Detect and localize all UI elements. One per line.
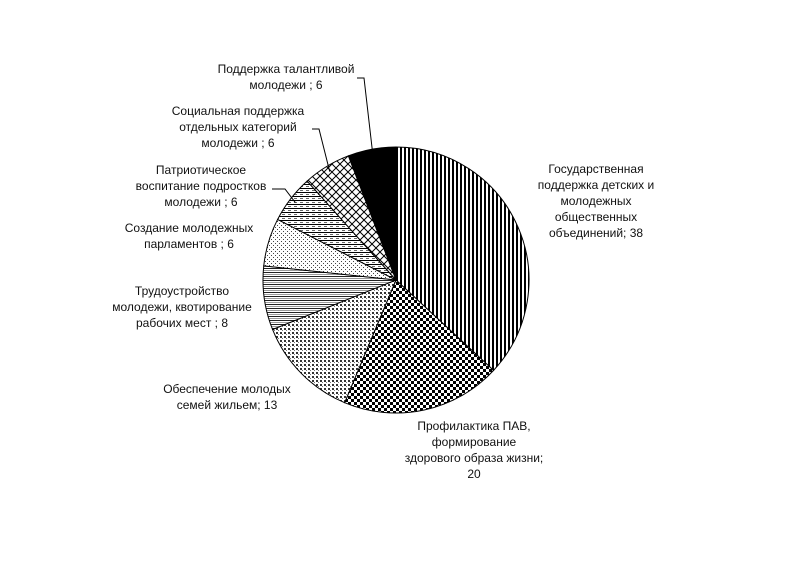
pie-slice-3 [271, 279, 397, 404]
slice-label-4: Трудоустройство молодежи, квотирование раб… [112, 284, 252, 330]
pie-slice-2 [343, 279, 495, 414]
slice-label-line: семей жильем; 13 [177, 398, 278, 412]
slice-label-line: молодежи ; 6 [249, 78, 322, 92]
slice-label-1: Государственная поддержка детских и молоде… [538, 162, 654, 240]
slice-label-line: молодежи ; 6 [201, 136, 274, 150]
pie-slice-1 [395, 146, 530, 372]
slice-label-line: общественных [555, 210, 637, 224]
slice-label-3: Обеспечение молодых семей жильем; 13 [163, 382, 291, 412]
slice-label-line: молодежи, квотирование [112, 300, 252, 314]
slice-label-line: парламентов ; 6 [144, 237, 234, 251]
slice-label-6: Патриотическое воспитание подростков молод… [136, 163, 267, 209]
slice-label-line: Трудоустройство [135, 284, 229, 298]
slice-label-line: 20 [467, 467, 481, 481]
slice-label-line: Социальная поддержка [172, 104, 305, 118]
slice-label-line: Патриотическое [156, 163, 247, 177]
leader-line-7 [312, 128, 331, 172]
slice-label-line: Создание молодежных [125, 221, 253, 235]
slice-label-line: Профилактика ПАВ, [417, 419, 530, 433]
slice-label-line: Государственная [548, 162, 643, 176]
slice-label-line: рабочих мест ; 8 [136, 316, 228, 330]
slice-label-2: Профилактика ПАВ, формирование здорового о… [405, 419, 543, 481]
leader-line-8 [357, 77, 374, 156]
slice-label-line: объединений; 38 [549, 226, 643, 240]
slice-label-line: воспитание подростков [136, 179, 267, 193]
slice-label-5: Создание молодежных парламентов ; 6 [125, 221, 253, 251]
slice-label-line: молодежи ; 6 [164, 195, 237, 209]
slice-label-line: отдельных категорий [179, 120, 296, 134]
slice-label-line: формирование [432, 435, 517, 449]
slice-label-7: Социальная поддержка отдельных категорий м… [172, 104, 305, 150]
slice-label-line: молодежных [560, 194, 631, 208]
slice-label-8: Поддержка талантливой молодежи ; 6 [218, 62, 355, 92]
slice-label-line: Поддержка талантливой [218, 62, 355, 76]
slice-label-line: здорового образа жизни; [405, 451, 543, 465]
slice-label-line: Обеспечение молодых [163, 382, 291, 396]
slice-label-line: поддержка детских и [538, 178, 654, 192]
leader-line-6 [272, 188, 296, 203]
